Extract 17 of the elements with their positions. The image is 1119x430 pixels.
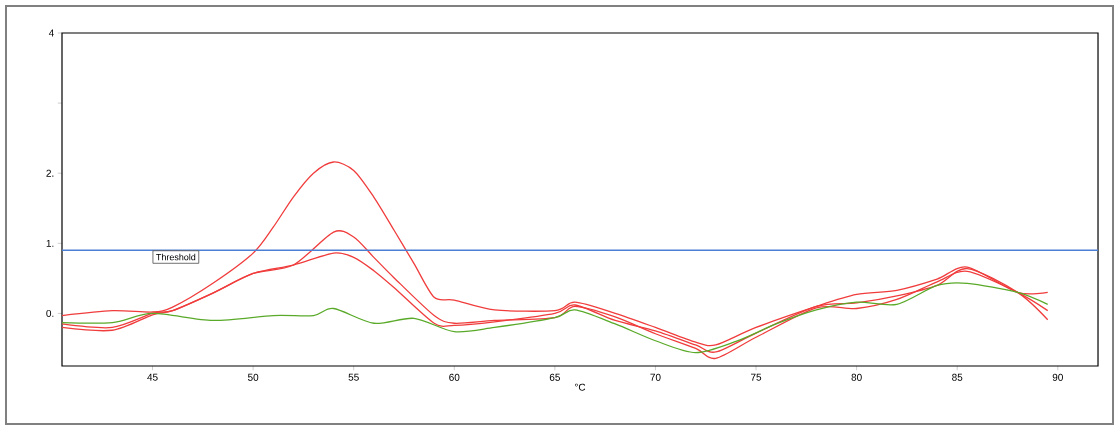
- y-tick-label: 1.: [46, 239, 54, 247]
- y-tick-label: 2.: [46, 169, 54, 177]
- ref-line-label: Threshold: [156, 253, 196, 261]
- x-tick-label: 65: [549, 373, 560, 381]
- x-axis-title: °C: [575, 383, 586, 391]
- x-tick-label: 80: [851, 373, 862, 381]
- line-series: [61, 282, 1049, 354]
- x-tick-label: 70: [650, 373, 661, 381]
- x-tick-label: 85: [952, 373, 963, 381]
- x-tick-label: 60: [449, 373, 460, 381]
- x-tick-label: 90: [1052, 373, 1063, 381]
- x-tick-label: 45: [147, 373, 158, 381]
- x-tick-label: 75: [751, 373, 762, 381]
- y-tick-label: 4: [48, 29, 54, 37]
- x-tick-label: 50: [247, 373, 259, 381]
- x-tick-label: 55: [348, 373, 359, 381]
- y-tick-label: 0.: [46, 309, 54, 317]
